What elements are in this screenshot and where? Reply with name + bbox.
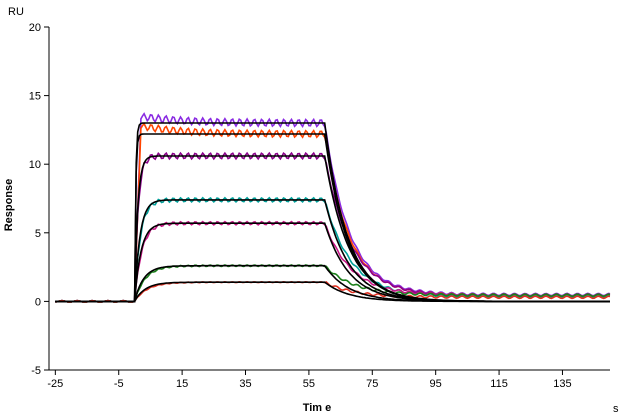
- y-tick-label: -5: [31, 365, 41, 377]
- x-tick-label: 75: [366, 378, 378, 390]
- series-curve-7: [55, 280, 611, 303]
- y-axis-title: Response: [3, 179, 15, 232]
- x-tick-label: 135: [553, 378, 571, 390]
- x-tick-label: 55: [303, 378, 315, 390]
- y-tick-label: 20: [29, 22, 41, 34]
- x-tick-label: -25: [47, 378, 63, 390]
- y-unit-label: RU: [8, 6, 24, 18]
- y-tick-label: 5: [35, 228, 41, 240]
- x-tick-label: 95: [430, 378, 442, 390]
- y-tick-group: -5 0 5 10 15 20: [29, 22, 49, 377]
- x-tick-label: 115: [490, 378, 508, 390]
- fit-curve-7: [55, 281, 610, 303]
- series-curve-6: [55, 264, 611, 303]
- x-tick-label: -5: [114, 378, 124, 390]
- x-unit-label: s: [613, 403, 619, 415]
- plot-area: [48, 27, 610, 371]
- x-tick-label: 15: [176, 378, 188, 390]
- x-tick-label: 35: [239, 378, 251, 390]
- y-tick-label: 10: [29, 159, 41, 171]
- y-tick-label: 0: [35, 296, 41, 308]
- x-axis-title: Tim e: [303, 402, 332, 414]
- fit-curves-group: [55, 122, 610, 303]
- x-tick-group: -25 -5 15 35 55 75 95 115 135: [47, 370, 572, 390]
- y-tick-label: 15: [29, 91, 41, 103]
